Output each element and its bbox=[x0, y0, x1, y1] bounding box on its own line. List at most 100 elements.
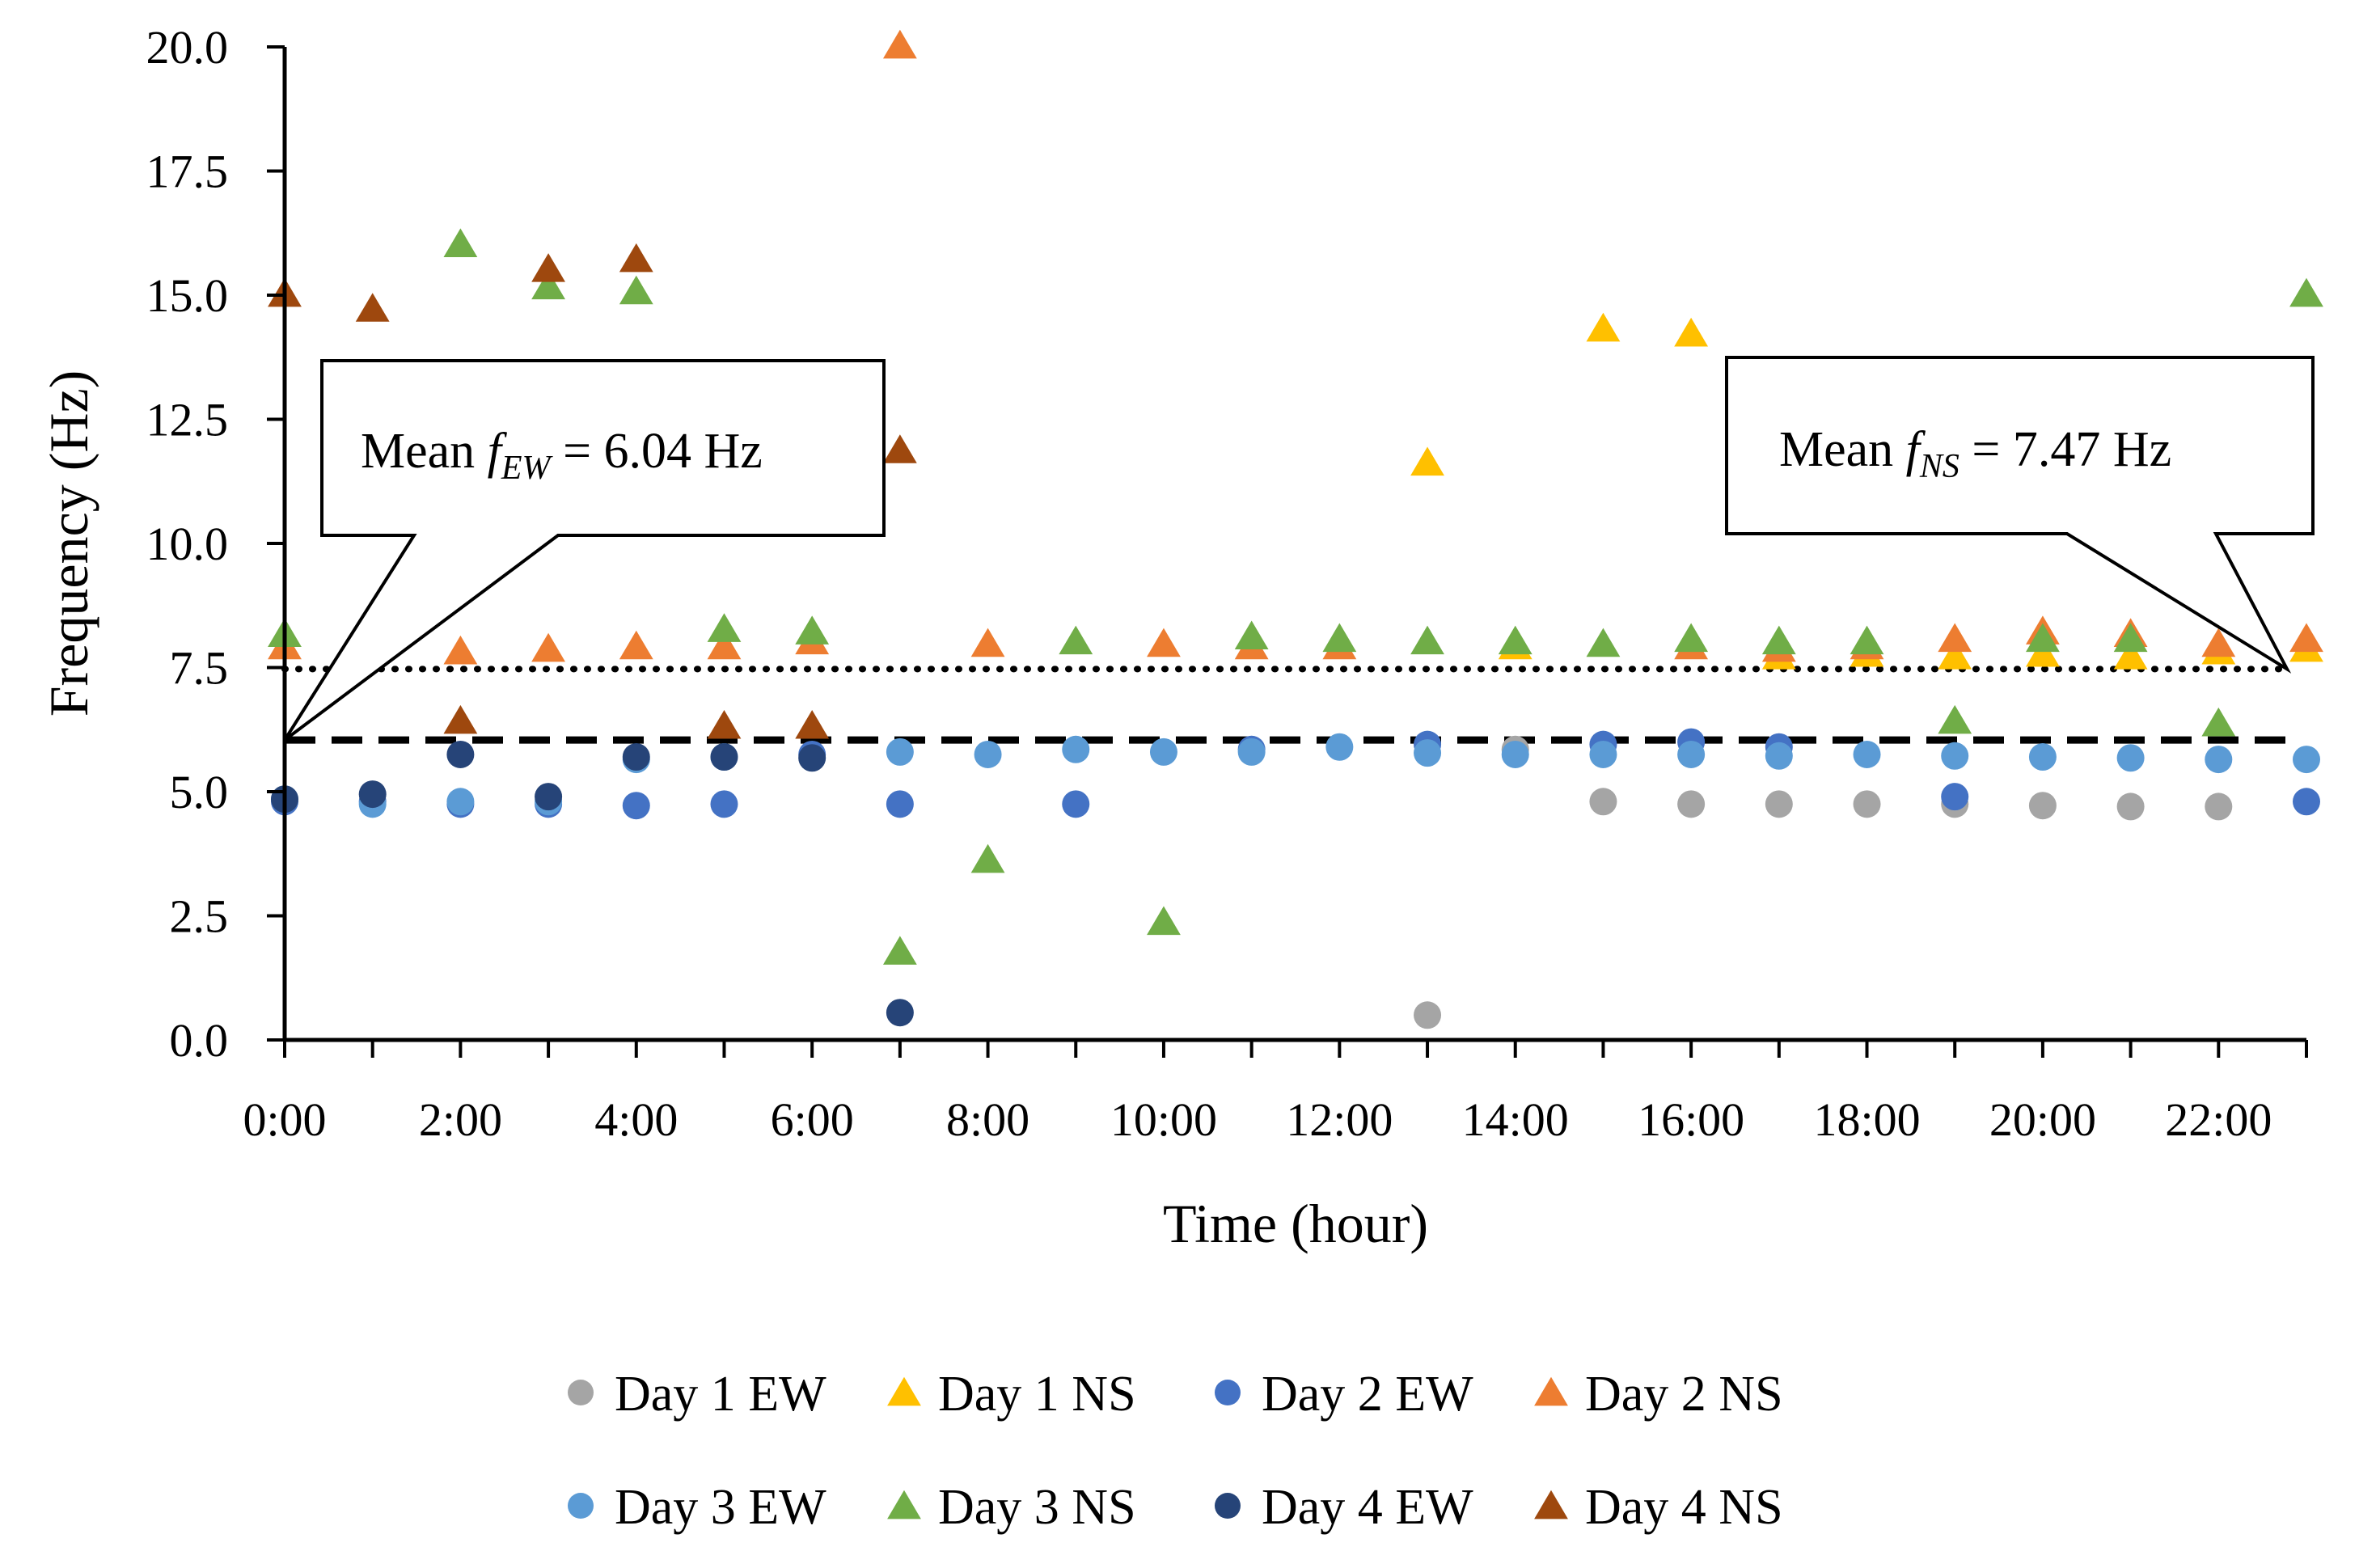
data-point bbox=[1941, 783, 1969, 811]
x-tick-label: 16:00 bbox=[1638, 1093, 1744, 1146]
data-point bbox=[622, 743, 650, 771]
data-point bbox=[1674, 623, 1709, 653]
data-point bbox=[886, 999, 914, 1027]
data-point bbox=[1589, 740, 1617, 768]
y-tick-label: 10.0 bbox=[146, 518, 229, 570]
data-point bbox=[1410, 446, 1444, 476]
data-point bbox=[1586, 628, 1621, 657]
y-tick-label: 17.5 bbox=[146, 146, 229, 198]
legend-item-day-3-ew: Day 3 EW bbox=[568, 1480, 826, 1535]
y-tick-label: 12.5 bbox=[146, 394, 229, 446]
data-point bbox=[710, 790, 738, 818]
data-point bbox=[1410, 625, 1444, 655]
data-point bbox=[531, 270, 565, 300]
x-tick-label: 20:00 bbox=[1989, 1093, 2096, 1146]
data-point bbox=[2293, 746, 2320, 774]
data-point bbox=[2026, 637, 2060, 667]
y-axis-title: Frequency (Hz) bbox=[38, 370, 99, 717]
legend-label: Day 4 EW bbox=[1262, 1480, 1473, 1535]
data-point bbox=[355, 293, 390, 322]
mean-lines bbox=[281, 666, 2293, 744]
data-point bbox=[619, 243, 653, 273]
data-point bbox=[882, 29, 917, 59]
data-point bbox=[974, 740, 1002, 768]
series-day-1-ew bbox=[1414, 735, 2233, 1029]
legend-item-day-3-ns: Day 3 NS bbox=[887, 1480, 1136, 1535]
data-point bbox=[1850, 625, 1884, 655]
data-point bbox=[2201, 628, 2236, 657]
data-point bbox=[1677, 790, 1706, 818]
legend-marker bbox=[568, 1493, 594, 1519]
data-point bbox=[531, 253, 565, 282]
data-point bbox=[1237, 738, 1266, 766]
legend-item-day-2-ns: Day 2 NS bbox=[1534, 1367, 1783, 1422]
data-point bbox=[1147, 628, 1181, 657]
data-point bbox=[798, 744, 826, 772]
data-point bbox=[970, 628, 1005, 657]
data-point bbox=[2293, 788, 2320, 816]
data-point bbox=[1853, 740, 1881, 768]
y-tick-label: 5.0 bbox=[170, 766, 229, 818]
data-point bbox=[1589, 788, 1617, 816]
data-point bbox=[2028, 743, 2057, 771]
data-point bbox=[1501, 740, 1529, 768]
data-point bbox=[1149, 738, 1177, 766]
data-point bbox=[1765, 742, 1793, 770]
data-point bbox=[886, 738, 914, 766]
x-tick-label: 18:00 bbox=[1813, 1093, 1920, 1146]
x-tick-label: 14:00 bbox=[1462, 1093, 1569, 1146]
x-tick-label: 2:00 bbox=[419, 1093, 502, 1146]
data-point bbox=[882, 434, 917, 463]
data-point bbox=[707, 709, 742, 739]
y-tick-label: 0.0 bbox=[170, 1014, 229, 1067]
data-point bbox=[710, 743, 738, 771]
y-tick-label: 2.5 bbox=[170, 890, 229, 943]
y-tick-label: 20.0 bbox=[146, 21, 229, 74]
data-point bbox=[2113, 640, 2148, 670]
legend-item-day-2-ew: Day 2 EW bbox=[1215, 1367, 1473, 1422]
legend-item-day-1-ns: Day 1 NS bbox=[887, 1367, 1136, 1422]
legend-label: Day 1 NS bbox=[938, 1367, 1136, 1422]
legend-marker bbox=[1534, 1376, 1568, 1406]
data-point bbox=[707, 613, 742, 642]
data-point bbox=[1062, 735, 1090, 763]
legend-label: Day 3 NS bbox=[938, 1480, 1136, 1535]
legend-item-day-4-ns: Day 4 NS bbox=[1534, 1480, 1783, 1535]
data-point bbox=[2026, 623, 2060, 653]
legend: Day 1 EW Day 1 NS Day 2 EW Day 2 NS Day 3 EW… bbox=[568, 1367, 1783, 1535]
data-point bbox=[1059, 625, 1093, 655]
callouts: Mean fEW = 6.04 Hz Mean fNS = 7.47 Hz bbox=[283, 356, 2315, 742]
data-point bbox=[1062, 790, 1090, 818]
callout-box bbox=[283, 359, 886, 742]
legend-marker bbox=[887, 1376, 921, 1406]
data-point bbox=[795, 615, 830, 645]
data-point bbox=[1414, 739, 1442, 767]
data-point bbox=[443, 635, 478, 665]
data-point bbox=[1941, 742, 1969, 770]
x-axis-title: Time (hour) bbox=[1163, 1193, 1428, 1254]
data-point bbox=[2289, 277, 2323, 307]
legend-marker bbox=[887, 1490, 921, 1519]
data-point bbox=[1147, 906, 1181, 936]
data-point bbox=[795, 709, 830, 739]
legend-label: Day 4 NS bbox=[1585, 1480, 1783, 1535]
x-tick-label: 0:00 bbox=[243, 1093, 326, 1146]
x-tick-label: 6:00 bbox=[771, 1093, 854, 1146]
axes: 0.0 2.5 5.0 7.5 10.0 12.5 15.0 17.5 20.0 0:00 2:00… bbox=[38, 21, 2308, 1254]
data-point bbox=[882, 936, 917, 965]
data-point bbox=[358, 780, 387, 809]
data-point bbox=[443, 228, 478, 257]
data-point bbox=[1765, 790, 1793, 818]
data-point bbox=[1938, 623, 1972, 653]
legend-marker bbox=[1215, 1380, 1241, 1405]
x-tick-label: 8:00 bbox=[946, 1093, 1029, 1146]
data-point bbox=[1677, 740, 1706, 768]
data-point bbox=[443, 704, 478, 734]
data-point bbox=[619, 630, 653, 660]
legend-item-day-1-ew: Day 1 EW bbox=[568, 1367, 826, 1422]
x-tick-label: 12:00 bbox=[1286, 1093, 1393, 1146]
data-point bbox=[707, 630, 742, 660]
data-point bbox=[446, 788, 475, 816]
legend-marker bbox=[1215, 1493, 1241, 1519]
